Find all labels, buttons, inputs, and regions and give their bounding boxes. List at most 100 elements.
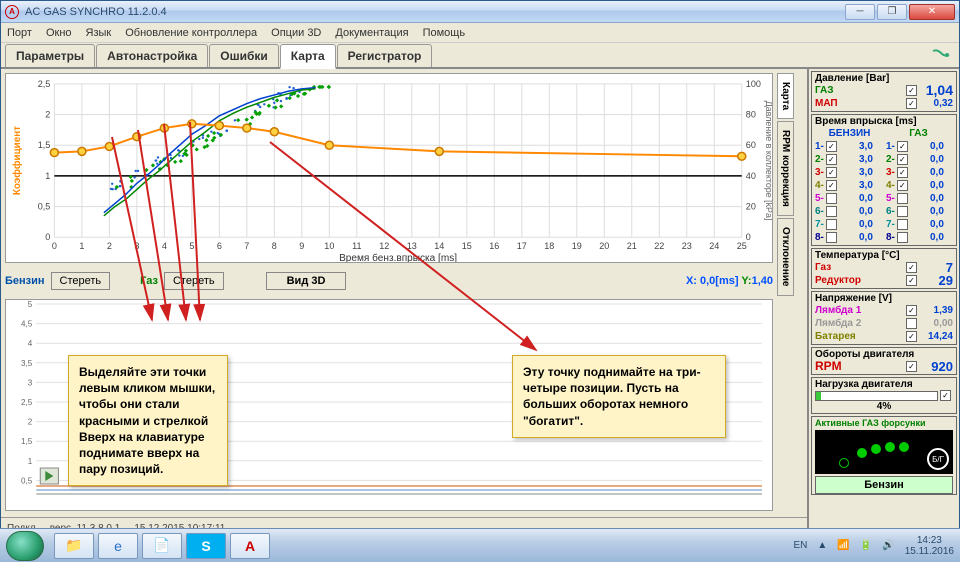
chart-controls: Бензин Стереть Газ Стереть Вид 3D X: 0,0…: [5, 269, 773, 293]
svg-text:1: 1: [28, 457, 33, 466]
svg-text:16: 16: [489, 241, 499, 251]
erase-benzin-button[interactable]: Стереть: [51, 272, 111, 290]
app-icon: A: [5, 5, 19, 19]
svg-text:23: 23: [682, 241, 692, 251]
menu-docs[interactable]: Документация: [335, 27, 408, 39]
panel-rpm: Обороты двигателя RPM✓920: [811, 347, 957, 375]
erase-gas-button[interactable]: Стереть: [164, 272, 224, 290]
svg-text:14: 14: [434, 241, 444, 251]
start-button[interactable]: [6, 531, 44, 561]
svg-text:80: 80: [746, 110, 756, 120]
menubar: Порт Окно Язык Обновление контроллера Оп…: [1, 23, 959, 43]
svg-text:1: 1: [79, 241, 84, 251]
injector-visual: Б/Г: [815, 430, 953, 474]
close-button[interactable]: ✕: [909, 4, 955, 20]
menu-lang[interactable]: Язык: [86, 27, 112, 39]
taskbar-ie-icon[interactable]: e: [98, 533, 138, 559]
tray-battery-icon[interactable]: 🔋: [860, 540, 872, 551]
svg-text:0,5: 0,5: [38, 202, 51, 212]
menu-3d[interactable]: Опции 3D: [271, 27, 321, 39]
svg-text:12: 12: [379, 241, 389, 251]
window-title: AC GAS SYNCHRO 11.2.0.4: [25, 6, 845, 18]
svg-text:20: 20: [746, 202, 756, 212]
svg-text:40: 40: [746, 171, 756, 181]
taskbar-skype-icon[interactable]: S: [186, 533, 226, 559]
svg-text:0: 0: [52, 241, 57, 251]
mode-toggle-button[interactable]: Б/Г: [927, 448, 949, 470]
svg-text:0: 0: [746, 232, 751, 242]
panel-voltage: Напряжение [V] Лямбда 1✓1,39 Лямбда 20,0…: [811, 291, 957, 345]
vtab-rpm[interactable]: RPM коррекция: [777, 121, 794, 216]
svg-text:21: 21: [627, 241, 637, 251]
svg-text:24: 24: [709, 241, 719, 251]
tabbar: Параметры Автонастройка Ошибки Карта Рег…: [1, 43, 959, 69]
svg-text:4: 4: [28, 339, 33, 348]
tab-autotune[interactable]: Автонастройка: [96, 44, 208, 67]
menu-update[interactable]: Обновление контроллера: [125, 27, 257, 39]
svg-text:1: 1: [45, 171, 50, 181]
menu-help[interactable]: Помощь: [423, 27, 466, 39]
maximize-button[interactable]: ❐: [877, 4, 907, 20]
taskbar-explorer-icon[interactable]: 📁: [54, 533, 94, 559]
svg-text:Давление в коллекторе [kPa]: Давление в коллекторе [kPa]: [764, 101, 772, 221]
svg-text:8: 8: [272, 241, 277, 251]
svg-text:15: 15: [462, 241, 472, 251]
svg-text:10: 10: [324, 241, 334, 251]
tab-map[interactable]: Карта: [280, 44, 336, 69]
svg-text:Время бенз.впрыска [ms]: Время бенз.впрыска [ms]: [339, 253, 457, 262]
taskbar-app1-icon[interactable]: 📄: [142, 533, 182, 559]
svg-text:5: 5: [189, 241, 194, 251]
svg-text:6: 6: [217, 241, 222, 251]
svg-text:Коэффициент: Коэффициент: [12, 126, 23, 195]
taskbar: 📁 e 📄 S A EN ▲ 📶 🔋 🔊 14:2315.11.2016: [0, 528, 960, 562]
svg-text:2: 2: [107, 241, 112, 251]
svg-text:11: 11: [352, 241, 361, 251]
tray-clock[interactable]: 14:2315.11.2016: [905, 535, 954, 557]
svg-text:4,5: 4,5: [21, 320, 33, 329]
svg-text:19: 19: [572, 241, 582, 251]
vtab-dev[interactable]: Отклонение: [777, 218, 794, 295]
panel-temp: Температура [°C] Газ✓7 Редуктор✓29: [811, 248, 957, 289]
svg-text:1,5: 1,5: [21, 437, 33, 446]
menu-window[interactable]: Окно: [46, 27, 72, 39]
map-chart[interactable]: 0123456789101112131415161718192021222324…: [5, 73, 773, 263]
tab-params[interactable]: Параметры: [5, 44, 95, 67]
svg-text:0: 0: [45, 232, 50, 242]
panel-pressure: Давление [Bar] ГАЗ✓1,04 МАП✓0,32: [811, 71, 957, 112]
svg-text:5: 5: [28, 300, 33, 309]
annotation-1: Выделяйте эти точки левым кликом мышки, …: [68, 355, 228, 486]
xy-readout: X: 0,0[ms] Y:1,40: [686, 275, 773, 287]
tray-network-icon[interactable]: 📶: [837, 540, 849, 551]
view-3d-button[interactable]: Вид 3D: [266, 272, 347, 290]
svg-text:1,5: 1,5: [38, 140, 51, 150]
svg-text:17: 17: [517, 241, 527, 251]
tray-lang[interactable]: EN: [794, 540, 808, 551]
taskbar-ac-icon[interactable]: A: [230, 533, 270, 559]
flow-icon[interactable]: [931, 47, 951, 67]
panel-load: Нагрузка двигателя ✓ 4%: [811, 377, 957, 414]
svg-text:22: 22: [654, 241, 664, 251]
annotation-2: Эту точку поднимайте на три-четыре позиц…: [512, 355, 726, 438]
svg-text:100: 100: [746, 79, 761, 89]
svg-text:0,5: 0,5: [21, 476, 33, 485]
svg-text:25: 25: [737, 241, 747, 251]
menu-port[interactable]: Порт: [7, 27, 32, 39]
tray-flag-icon[interactable]: ▲: [817, 540, 827, 551]
tray-volume-icon[interactable]: 🔊: [882, 540, 894, 551]
svg-text:4: 4: [162, 241, 167, 251]
vtab-map[interactable]: Карта: [777, 73, 794, 119]
tab-errors[interactable]: Ошибки: [209, 44, 279, 67]
mode-label: Бензин: [815, 476, 953, 494]
gas-checkbox[interactable]: ✓: [906, 85, 917, 96]
panel-injectors: Активные ГАЗ форсунки Б/Г Бензин: [811, 416, 957, 495]
svg-text:2,5: 2,5: [38, 79, 51, 89]
system-tray: EN ▲ 📶 🔋 🔊 14:2315.11.2016: [794, 535, 954, 557]
minimize-button[interactable]: ─: [845, 4, 875, 20]
tab-recorder[interactable]: Регистратор: [337, 44, 433, 67]
svg-text:7: 7: [244, 241, 249, 251]
svg-text:18: 18: [544, 241, 554, 251]
svg-text:3,5: 3,5: [21, 359, 33, 368]
gas-label: Газ: [140, 275, 158, 287]
svg-text:3: 3: [28, 378, 33, 387]
map-checkbox[interactable]: ✓: [906, 98, 917, 109]
